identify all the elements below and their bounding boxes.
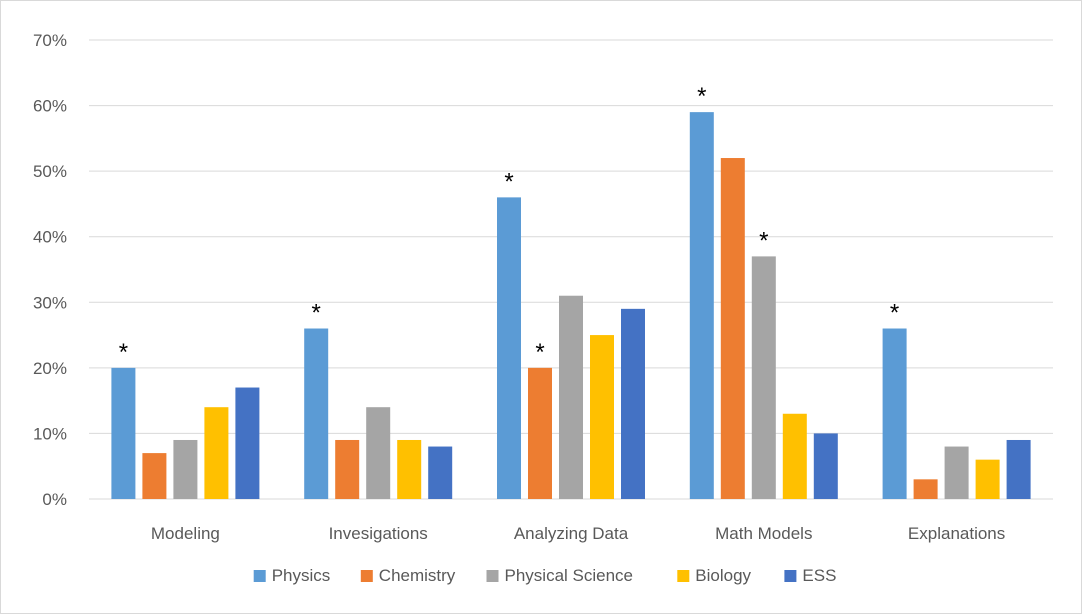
bar-chemistry xyxy=(720,158,745,499)
significance-marker: * xyxy=(119,339,128,366)
significance-marker: * xyxy=(759,227,768,254)
legend-label: Chemistry xyxy=(379,566,456,585)
bar-physics xyxy=(689,112,714,499)
legend-swatch xyxy=(486,570,499,582)
bar-chemistry xyxy=(528,367,552,499)
y-tick-label: 20% xyxy=(33,359,67,378)
y-axis-ticks: 0% 10% 20% 30% 40% 50% 60% 70% xyxy=(33,31,67,509)
bar-physics xyxy=(497,197,521,499)
bar-biology xyxy=(204,407,229,499)
legend: Physics Chemistry Physical Science Biology E… xyxy=(253,566,836,585)
bar-physical-science xyxy=(366,407,391,499)
legend-swatch xyxy=(784,570,797,582)
y-tick-label: 50% xyxy=(33,162,67,181)
legend-label: Physics xyxy=(272,566,331,585)
significance-marker: * xyxy=(312,300,321,327)
bar-ess xyxy=(1006,439,1031,499)
y-tick-label: 40% xyxy=(33,228,67,247)
bar-biology xyxy=(782,413,807,499)
bar-physics xyxy=(882,328,907,499)
y-tick-label: 70% xyxy=(33,31,67,50)
bar-physical-science xyxy=(944,446,969,499)
y-tick-label: 30% xyxy=(33,293,67,312)
x-tick-label: Analyzing Data xyxy=(514,524,629,543)
bar-ess xyxy=(428,446,453,499)
legend-label: ESS xyxy=(802,566,836,585)
bar-chemistry xyxy=(913,479,938,499)
bar-biology xyxy=(397,439,422,499)
bar-physical-science xyxy=(559,295,583,499)
y-tick-label: 0% xyxy=(42,490,67,509)
significance-marker: * xyxy=(697,83,706,110)
bar-physics xyxy=(304,328,329,499)
y-tick-label: 10% xyxy=(33,424,67,443)
bar-biology xyxy=(975,459,1000,499)
x-tick-label: Modeling xyxy=(151,524,220,543)
bar-physical-science xyxy=(751,256,776,499)
bar-ess xyxy=(621,308,645,499)
bar-physical-science xyxy=(173,439,198,499)
x-tick-label: Explanations xyxy=(908,524,1005,543)
bar-physics xyxy=(111,367,136,499)
x-tick-label: Invesigations xyxy=(329,524,428,543)
legend-swatch xyxy=(677,570,690,582)
bar-ess xyxy=(235,387,260,499)
x-tick-label: Math Models xyxy=(715,524,812,543)
legend-swatch xyxy=(253,570,266,582)
bar-chemistry xyxy=(142,453,167,499)
legend-label: Biology xyxy=(695,566,751,585)
bar-ess xyxy=(813,433,838,499)
significance-marker: * xyxy=(890,300,899,327)
legend-label: Physical Science xyxy=(505,566,634,585)
x-axis-ticks: Modeling Invesigations Analyzing Data Math … xyxy=(151,524,1005,543)
bar-chemistry xyxy=(335,439,360,499)
legend-swatch xyxy=(360,570,373,582)
significance-markers: * * * * * * * xyxy=(119,83,900,366)
significance-marker: * xyxy=(535,339,544,366)
bar-biology xyxy=(590,335,614,499)
y-tick-label: 60% xyxy=(33,97,67,116)
significance-marker: * xyxy=(504,168,513,195)
bars xyxy=(111,112,1031,499)
